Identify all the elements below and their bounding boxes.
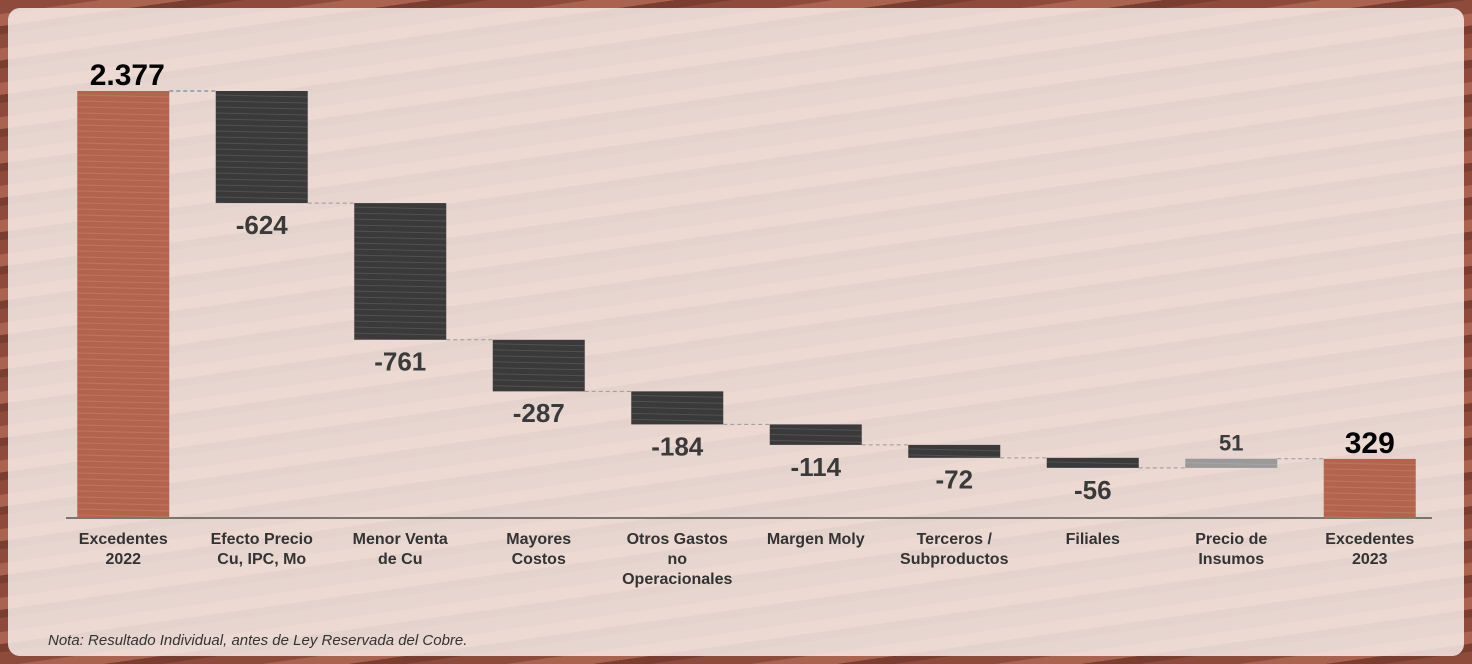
value-label: -761: [374, 347, 426, 377]
value-label: -72: [935, 465, 973, 495]
note: Nota: Resultado Individual, antes de Ley…: [48, 632, 467, 649]
value-label: -184: [651, 431, 704, 461]
x-tick-label: Excedentes 2023: [1302, 530, 1438, 570]
x-tick-label: Precio de Insumos: [1163, 530, 1299, 570]
x-tick-label: Efecto Precio Cu, IPC, Mo: [194, 530, 330, 570]
x-tick-label: Mayores Costos: [471, 530, 607, 570]
value-label: 329: [1345, 427, 1395, 460]
bar: [493, 340, 585, 392]
x-tick-label: Otros Gastos no Operacionales: [609, 530, 745, 590]
value-label: 2.377: [90, 59, 165, 92]
x-tick-label: Filiales: [1025, 530, 1161, 550]
x-tick-label: Terceros / Subproductos: [886, 530, 1022, 570]
x-tick-label: Excedentes 2022: [55, 530, 191, 570]
value-label: -114: [790, 452, 841, 482]
bar: [354, 203, 446, 340]
x-tick-label: Menor Venta de Cu: [332, 530, 468, 570]
value-label: 51: [1219, 431, 1243, 456]
value-label: -56: [1074, 475, 1112, 505]
page: 2.377 -624 -761 -287 -184 -114 -72 -56 51 329 Not…: [0, 0, 1472, 664]
value-label: -624: [236, 210, 289, 240]
value-label: -287: [513, 398, 565, 428]
x-tick-label: Margen Moly: [748, 530, 884, 550]
bar-texture: [216, 203, 308, 205]
bar-texture: [1047, 468, 1139, 470]
